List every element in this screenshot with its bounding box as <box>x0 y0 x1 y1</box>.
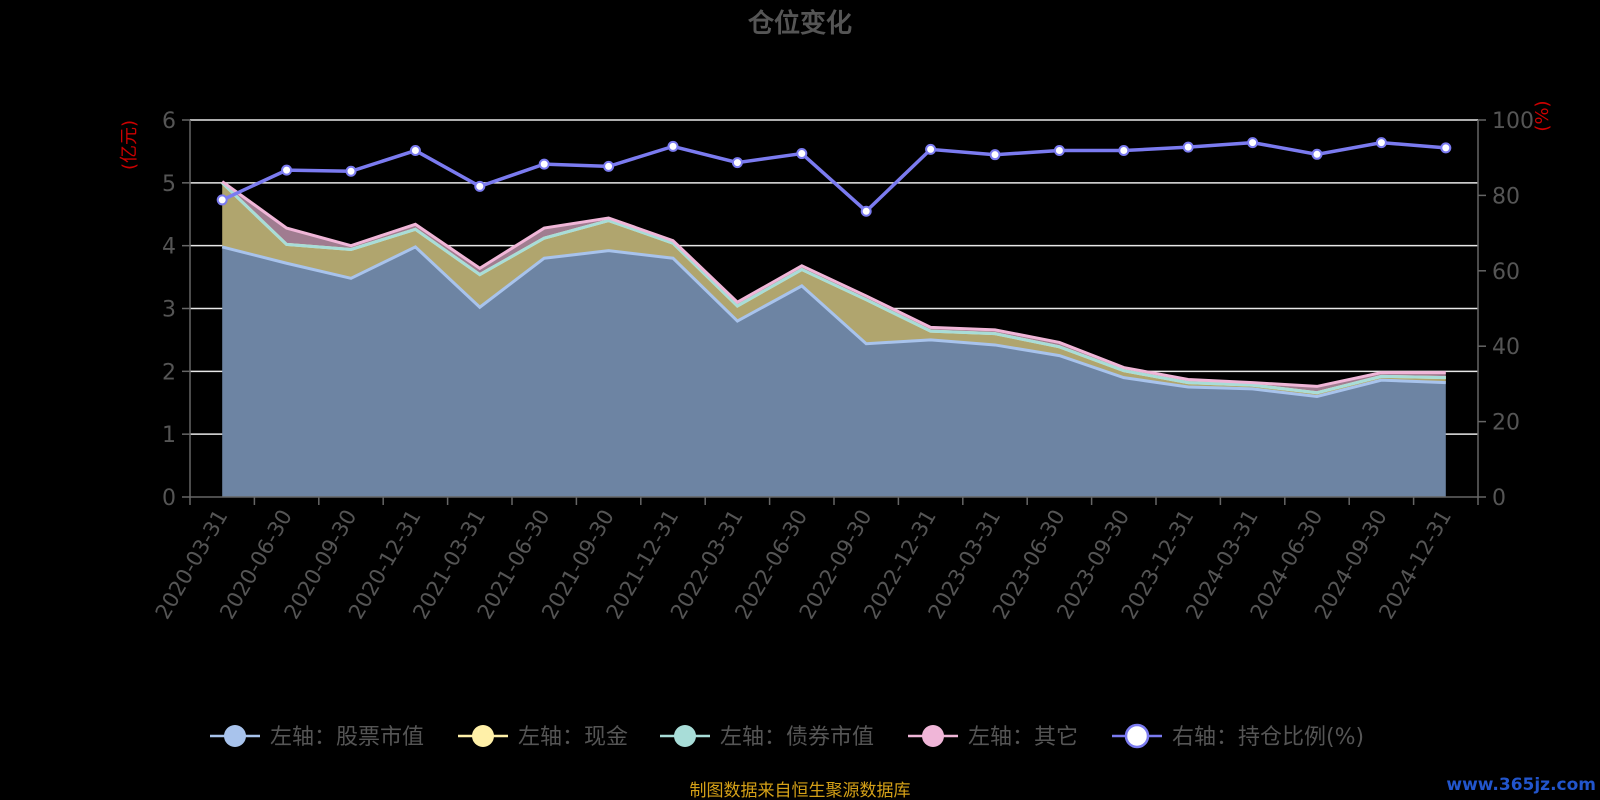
ratio-point-4 <box>474 180 486 192</box>
ratio-point-14 <box>1118 145 1130 157</box>
ratio-point-0 <box>216 194 228 206</box>
legend-marker-4 <box>1124 723 1150 749</box>
right-tick-label-100: 100 <box>1492 109 1534 134</box>
left-tick-label-2: 2 <box>162 360 176 385</box>
ratio-line-path <box>221 140 1446 214</box>
ratio-point-9 <box>796 148 808 160</box>
source-note: 制图数据来自恒生聚源数据库 <box>690 781 911 800</box>
ratio-point-6 <box>603 160 615 172</box>
right-tick-label-40: 40 <box>1492 335 1520 360</box>
legend-item-1[interactable]: 左轴：现金 <box>458 725 628 750</box>
legend-marker-0 <box>224 725 246 747</box>
ratio-point-2 <box>345 165 357 177</box>
legend-label-3: 左轴：其它 <box>968 725 1078 750</box>
line-series-2 <box>221 181 1446 395</box>
legend-item-2[interactable]: 左轴：债券市值 <box>660 725 874 750</box>
left-axis-ticks: 0 1 2 3 4 5 6 <box>162 109 190 511</box>
ratio-point-15 <box>1182 141 1194 153</box>
right-tick-label-20: 20 <box>1492 411 1520 436</box>
left-tick-label-4: 4 <box>162 235 176 260</box>
legend-marker-1 <box>472 725 494 747</box>
left-tick-label-5: 5 <box>162 172 176 197</box>
line-series-3 <box>221 180 1446 388</box>
ratio-point-19 <box>1440 142 1452 154</box>
legend-label-0: 左轴：股票市值 <box>270 725 424 750</box>
line-series-0 <box>221 245 1446 398</box>
left-tick-label-3: 3 <box>162 298 176 323</box>
ratio-point-13 <box>1053 145 1065 157</box>
left-axis-unit: (亿元) <box>119 120 140 170</box>
ratio-point-12 <box>989 149 1001 161</box>
ratio-point-10 <box>860 205 872 217</box>
right-tick-label-0: 0 <box>1492 486 1506 511</box>
legend-item-0[interactable]: 左轴：股票市值 <box>210 725 424 750</box>
right-axis-ticks: 0 20 40 60 80 100 <box>1478 109 1534 511</box>
ratio-point-17 <box>1311 148 1323 160</box>
legend-item-4[interactable]: 右轴：持仓比例(%) <box>1112 723 1364 750</box>
legend-item-3[interactable]: 左轴：其它 <box>908 725 1078 750</box>
ratio-point-1 <box>281 164 293 176</box>
x-axis-ticks: 2020-03-312020-06-302020-09-302020-12-31… <box>151 497 1479 623</box>
right-tick-label-80: 80 <box>1492 184 1520 209</box>
ratio-point-16 <box>1247 137 1259 149</box>
series-lines <box>221 180 1446 398</box>
watermark: www.365jz.com <box>1446 775 1596 795</box>
stacked-areas <box>222 181 1446 497</box>
right-tick-label-60: 60 <box>1492 260 1520 285</box>
legend-label-2: 左轴：债券市值 <box>720 725 874 750</box>
left-tick-label-6: 6 <box>162 109 176 134</box>
ratio-point-11 <box>925 143 937 155</box>
chart-title: 仓位变化 <box>747 8 852 39</box>
ratio-point-3 <box>409 145 421 157</box>
left-tick-label-0: 0 <box>162 486 176 511</box>
legend-label-1: 左轴：现金 <box>518 725 628 750</box>
left-tick-label-1: 1 <box>162 423 176 448</box>
ratio-series <box>216 137 1452 217</box>
area-series-0 <box>222 246 1446 497</box>
ratio-point-18 <box>1375 137 1387 149</box>
legend-marker-2 <box>674 725 696 747</box>
ratio-point-8 <box>731 157 743 169</box>
ratio-point-7 <box>667 140 679 152</box>
area-series-1 <box>222 182 1446 397</box>
ratio-point-5 <box>538 158 550 170</box>
legend-label-4: 右轴：持仓比例(%) <box>1172 725 1364 750</box>
right-axis-unit: (%) <box>1532 100 1553 131</box>
legend-marker-3 <box>922 725 944 747</box>
legend[interactable]: 左轴：股票市值 左轴：现金 左轴：债券市值 左轴：其它 右轴：持仓比例(%) <box>210 723 1364 750</box>
